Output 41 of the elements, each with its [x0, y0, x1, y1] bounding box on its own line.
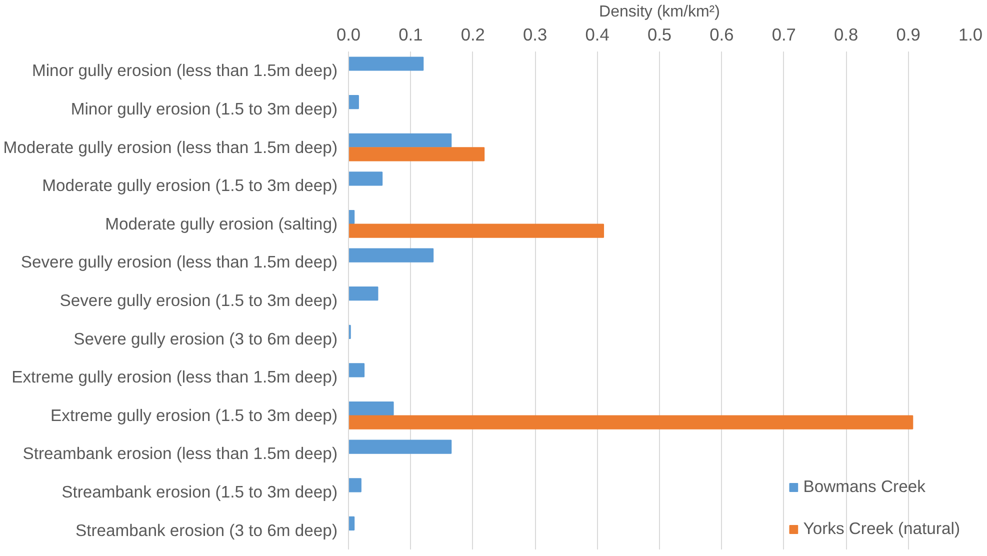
y-tick-label: Minor gully erosion (less than 1.5m deep)	[32, 61, 338, 80]
bar	[348, 95, 359, 110]
legend-label: Yorks Creek (natural)	[803, 519, 960, 539]
y-tick-label: Severe gully erosion (1.5 to 3m deep)	[60, 291, 338, 310]
x-tick-label: 0.3	[523, 24, 548, 44]
legend-label: Bowmans Creek	[803, 477, 926, 497]
bar	[348, 147, 485, 162]
bar	[348, 56, 424, 71]
y-tick-label: Streambank erosion (3 to 6m deep)	[75, 520, 338, 540]
bar	[348, 401, 394, 416]
y-tick-label: Severe gully erosion (less than 1.5m deep)	[20, 252, 338, 272]
bar	[348, 172, 383, 186]
x-tick-label: 1.0	[958, 24, 983, 44]
y-tick-label: Moderate gully erosion (1.5 to 3m deep)	[42, 176, 338, 196]
x-axis-title: Density (km/km²)	[599, 4, 720, 20]
x-tick-label: 0.4	[585, 24, 610, 44]
x-tick-label: 0.8	[834, 24, 858, 44]
x-tick-label: 0.2	[460, 24, 485, 44]
x-tick-label: 0.7	[772, 24, 796, 44]
y-tick-label: Severe gully erosion (3 to 6m deep)	[74, 329, 338, 348]
bar	[348, 516, 355, 530]
y-tick-label: Moderate gully erosion (less than 1.5m deep)	[3, 138, 338, 157]
y-tick-label: Streambank erosion (1.5 to 3m deep)	[62, 482, 338, 502]
y-tick-label: Minor gully erosion (1.5 to 3m deep)	[70, 99, 338, 118]
x-tick-label: 0.1	[398, 24, 423, 44]
bar	[348, 286, 378, 301]
bar	[348, 248, 434, 262]
x-tick-label: 0.9	[896, 24, 920, 44]
y-tick-label: Streambank erosion (less than 1.5m deep)	[22, 444, 338, 464]
x-tick-label: 0.5	[647, 24, 672, 44]
x-tick-label: 0.6	[710, 24, 734, 44]
y-tick-label: Extreme gully erosion (1.5 to 3m deep)	[50, 406, 338, 425]
y-tick-label: Moderate gully erosion (salting)	[105, 214, 338, 234]
bar	[348, 415, 914, 430]
bar	[348, 478, 362, 492]
bar	[348, 363, 365, 378]
y-tick-label: Extreme gully erosion (less than 1.5m deep)	[12, 368, 338, 387]
bar	[348, 440, 452, 454]
bar	[348, 224, 604, 238]
bar	[348, 133, 452, 148]
x-tick-label: 0.0	[336, 24, 361, 44]
